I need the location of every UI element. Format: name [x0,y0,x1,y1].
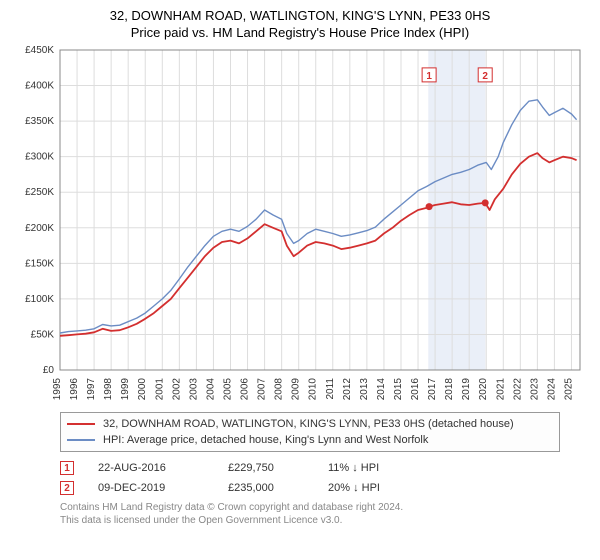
footer-attribution: Contains HM Land Registry data © Crown c… [60,502,560,527]
svg-text:£200K: £200K [25,223,54,234]
sale-date-2: 09-DEC-2019 [98,482,228,494]
svg-text:1999: 1999 [120,378,131,401]
sales-row-1: 1 22-AUG-2016 £229,750 11% ↓ HPI [60,458,560,478]
svg-text:2018: 2018 [444,378,455,401]
svg-text:2001: 2001 [154,378,165,401]
svg-text:1997: 1997 [86,378,97,401]
svg-text:£150K: £150K [25,258,54,269]
legend-label-hpi: HPI: Average price, detached house, King… [103,434,428,446]
svg-text:£450K: £450K [25,46,54,56]
svg-text:2023: 2023 [529,378,540,401]
svg-text:1996: 1996 [69,378,80,401]
svg-text:2022: 2022 [512,378,523,401]
chart-container: 32, DOWNHAM ROAD, WATLINGTON, KING'S LYN… [0,0,600,560]
svg-text:2019: 2019 [461,378,472,401]
title-address: 32, DOWNHAM ROAD, WATLINGTON, KING'S LYN… [10,8,590,23]
sale-diff-1: 11% ↓ HPI [328,462,448,474]
chart-area: £0 £50K £100K £150K £200K £250K £300K £350K £400… [10,46,590,406]
sale-diff-2: 20% ↓ HPI [328,482,448,494]
legend-swatch-property [67,423,95,425]
svg-text:£350K: £350K [25,116,54,127]
svg-text:2012: 2012 [342,378,353,401]
title-block: 32, DOWNHAM ROAD, WATLINGTON, KING'S LYN… [10,8,590,40]
svg-text:2014: 2014 [376,378,387,401]
svg-text:2013: 2013 [359,378,370,401]
svg-text:2: 2 [482,71,488,82]
svg-text:2016: 2016 [410,378,421,401]
legend-row-hpi: HPI: Average price, detached house, King… [67,432,553,448]
svg-text:2005: 2005 [222,378,233,401]
legend-row-property: 32, DOWNHAM ROAD, WATLINGTON, KING'S LYN… [67,416,553,432]
svg-text:2006: 2006 [240,378,251,401]
svg-text:2000: 2000 [137,378,148,401]
svg-text:£0: £0 [43,365,55,376]
sale-date-1: 22-AUG-2016 [98,462,228,474]
svg-text:£50K: £50K [31,329,55,340]
title-subtitle: Price paid vs. HM Land Registry's House … [10,25,590,40]
svg-text:2021: 2021 [495,378,506,401]
sale-price-2: £235,000 [228,482,328,494]
legend-label-property: 32, DOWNHAM ROAD, WATLINGTON, KING'S LYN… [103,418,514,430]
svg-text:2011: 2011 [325,378,336,400]
footer-line1: Contains HM Land Registry data © Crown c… [60,502,560,515]
svg-text:2003: 2003 [188,378,199,401]
line-chart-svg: £0 £50K £100K £150K £200K £250K £300K £350K £400… [10,46,590,406]
svg-text:2004: 2004 [205,378,216,401]
svg-text:2008: 2008 [274,378,285,401]
svg-text:2007: 2007 [257,378,268,401]
svg-text:2009: 2009 [291,378,302,401]
svg-text:£100K: £100K [25,294,54,305]
legend-box: 32, DOWNHAM ROAD, WATLINGTON, KING'S LYN… [60,412,560,452]
svg-text:2024: 2024 [546,378,557,401]
svg-text:2017: 2017 [427,378,438,401]
svg-text:£400K: £400K [25,81,54,92]
svg-text:2015: 2015 [393,378,404,401]
footer-line2: This data is licensed under the Open Gov… [60,515,560,528]
svg-text:1998: 1998 [103,378,114,401]
svg-text:1: 1 [426,71,432,82]
svg-text:2025: 2025 [563,378,574,401]
marker-box-1: 1 [60,461,74,475]
svg-text:1995: 1995 [52,378,63,401]
svg-text:2002: 2002 [171,378,182,401]
svg-text:2020: 2020 [478,378,489,401]
svg-text:2010: 2010 [308,378,319,401]
marker-box-2: 2 [60,481,74,495]
svg-text:£250K: £250K [25,187,54,198]
sales-table: 1 22-AUG-2016 £229,750 11% ↓ HPI 2 09-DE… [60,458,560,498]
svg-text:£300K: £300K [25,152,54,163]
sale-price-1: £229,750 [228,462,328,474]
legend-swatch-hpi [67,439,95,441]
sales-row-2: 2 09-DEC-2019 £235,000 20% ↓ HPI [60,478,560,498]
